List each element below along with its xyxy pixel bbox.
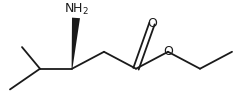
Polygon shape — [72, 18, 80, 69]
Text: NH$_2$: NH$_2$ — [64, 2, 88, 17]
Text: O: O — [147, 17, 157, 30]
Text: O: O — [163, 45, 173, 58]
